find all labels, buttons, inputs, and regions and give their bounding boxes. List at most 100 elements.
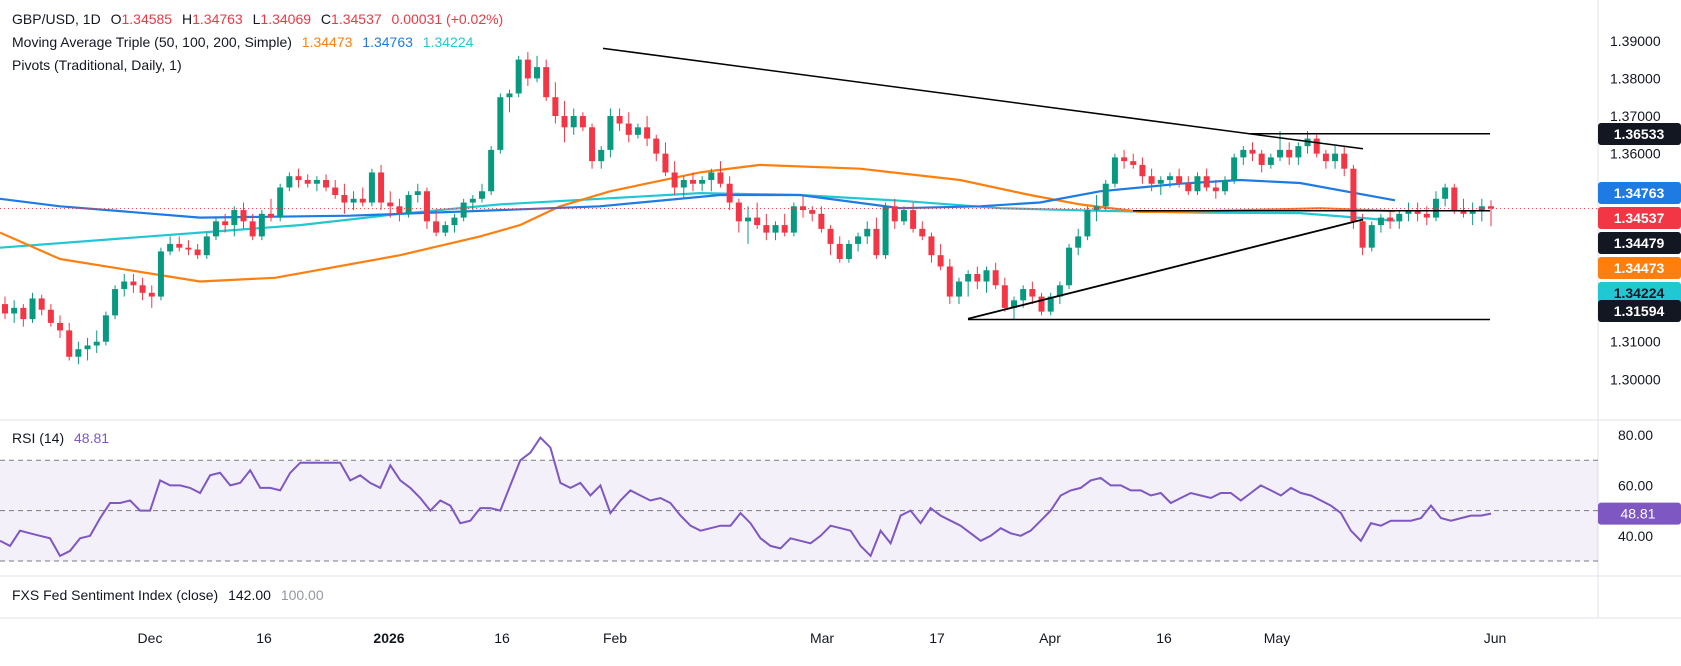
candle-body xyxy=(433,221,440,233)
candle-body xyxy=(1001,285,1008,308)
open-value: 1.34585 xyxy=(121,11,173,27)
candle-body xyxy=(827,228,834,244)
candle-body xyxy=(570,116,577,128)
candle-body xyxy=(983,270,990,282)
rsi-value-text: 48.81 xyxy=(1620,506,1655,522)
time-tick-label: Mar xyxy=(810,630,834,646)
candle-body xyxy=(1056,285,1063,297)
candle-body xyxy=(552,97,559,117)
fxs-legend: FXS Fed Sentiment Index (close) 142.00 1… xyxy=(12,587,330,603)
candle-body xyxy=(937,255,944,267)
candle-body xyxy=(323,179,330,188)
candle-body xyxy=(29,298,36,320)
candle-body xyxy=(891,206,898,222)
candle-body xyxy=(240,210,247,222)
price-label-text: 1.34479 xyxy=(1614,235,1665,251)
rsi-band xyxy=(0,459,1598,562)
candle-body xyxy=(460,202,467,218)
candle-body xyxy=(1478,206,1485,211)
candle-body xyxy=(965,274,972,282)
candle-body xyxy=(405,195,412,214)
ma-legend: Moving Average Triple (50, 100, 200, Sim… xyxy=(12,34,479,50)
low-value: 1.34069 xyxy=(260,11,312,27)
time-tick-label: Feb xyxy=(603,630,627,646)
candle-body xyxy=(1405,210,1412,214)
candle-body xyxy=(763,225,770,233)
price-tick-label: 1.39000 xyxy=(1610,33,1661,49)
price-label-badge xyxy=(1598,257,1681,279)
candle-body xyxy=(75,349,82,357)
candle-body xyxy=(231,210,238,226)
candle-body xyxy=(194,249,201,256)
candle-body xyxy=(1240,149,1247,158)
candle-body xyxy=(130,281,137,286)
candle-body xyxy=(543,67,550,98)
candle-body xyxy=(1102,183,1109,207)
candle-body xyxy=(277,187,284,218)
price-tick-label: 1.30000 xyxy=(1610,371,1661,387)
candle-body xyxy=(790,206,797,233)
candle-body xyxy=(20,307,27,320)
low-label: L xyxy=(252,11,261,27)
candle-body xyxy=(1442,187,1449,199)
price-label-text: 1.34763 xyxy=(1614,185,1665,201)
price-tick-label: 1.38000 xyxy=(1610,70,1661,86)
candle-body xyxy=(38,298,45,310)
candle-body xyxy=(1332,153,1339,162)
rsi-legend-value: 48.81 xyxy=(74,430,110,446)
time-tick-label: 17 xyxy=(929,630,945,646)
candle-body xyxy=(1304,138,1311,147)
candle-body xyxy=(900,210,907,222)
fxs-value-2: 100.00 xyxy=(280,587,324,603)
candle-body xyxy=(1368,225,1375,248)
price-label-badge xyxy=(1598,282,1681,304)
candle-body xyxy=(451,217,458,226)
time-tick-label: 16 xyxy=(1156,630,1172,646)
candle-body xyxy=(616,116,623,124)
price-label-text: 1.34537 xyxy=(1614,210,1665,226)
candle-body xyxy=(139,285,146,293)
pivots-legend-title: Pivots (Traditional, Daily, 1) xyxy=(12,57,182,73)
candle-body xyxy=(121,281,128,290)
candle-body xyxy=(1423,213,1430,218)
candle-body xyxy=(1157,179,1164,184)
time-tick-label: 16 xyxy=(494,630,510,646)
candle-body xyxy=(809,210,816,214)
candle-body xyxy=(249,221,256,237)
candle-body xyxy=(1295,146,1302,158)
candle-body xyxy=(1488,206,1494,209)
high-label: H xyxy=(181,11,193,27)
candle-body xyxy=(1176,176,1183,184)
candle-body xyxy=(1377,217,1384,226)
time-tick-label: Jun xyxy=(1484,630,1507,646)
candle-body xyxy=(534,67,541,79)
candle-body xyxy=(1249,149,1256,154)
price-label-text: 1.34473 xyxy=(1614,260,1665,276)
candle-body xyxy=(332,187,339,196)
candle-body xyxy=(1313,138,1320,154)
close-value: 1.34537 xyxy=(331,11,382,27)
candle-body xyxy=(1075,236,1082,248)
price-tick-label: 1.31000 xyxy=(1610,334,1661,350)
ma-legend-title: Moving Average Triple (50, 100, 200, Sim… xyxy=(12,34,292,50)
candle-body xyxy=(662,153,669,173)
candle-body xyxy=(47,309,54,323)
candle-body xyxy=(1258,153,1265,165)
rsi-value-badge xyxy=(1598,502,1681,525)
candle-body xyxy=(800,206,807,211)
change-value: 0.00031 (+0.02%) xyxy=(391,11,504,27)
high-group: H1.34763 xyxy=(182,11,243,27)
candle-body xyxy=(598,149,605,162)
candle-body xyxy=(1020,289,1027,301)
candle-body xyxy=(680,179,687,188)
candle-body xyxy=(625,123,632,135)
price-label-badge xyxy=(1598,123,1681,145)
symbol-label: GBP/USD, 1D xyxy=(12,11,101,27)
time-tick-label: Dec xyxy=(138,630,163,646)
candle-body xyxy=(1139,164,1146,177)
moving-averages xyxy=(0,163,1396,283)
candle-body xyxy=(864,228,871,237)
candle-body xyxy=(1451,187,1458,211)
time-tick-label: May xyxy=(1264,630,1290,646)
price-label-badge xyxy=(1598,182,1681,204)
